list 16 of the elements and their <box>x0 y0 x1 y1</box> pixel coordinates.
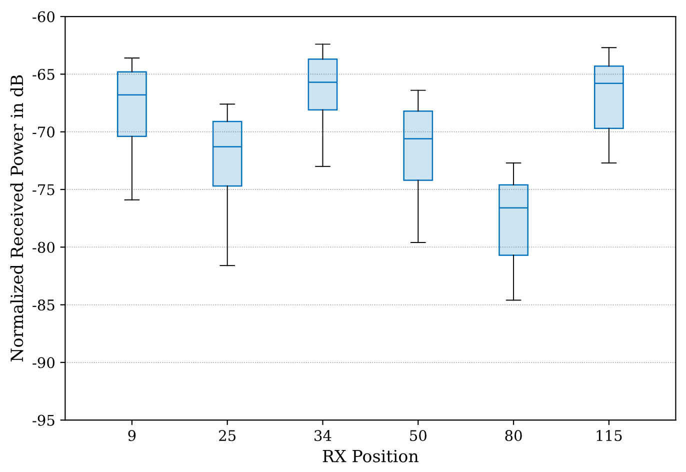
y-tick-label: -60 <box>32 11 54 22</box>
y-tick-label: -85 <box>32 299 54 311</box>
y-tick-label: -80 <box>32 242 54 253</box>
x-tick-label: 25 <box>219 430 236 442</box>
y-tick-label: -70 <box>32 126 54 138</box>
y-axis-title: Normalized Received Power in dB <box>10 75 24 362</box>
x-tick-label: 9 <box>128 430 136 442</box>
x-tick-label: 115 <box>596 430 622 442</box>
x-axis-title: RX Position <box>322 450 418 462</box>
y-tick-label: -90 <box>32 357 54 368</box>
y-tick-label: -95 <box>32 414 54 426</box>
x-tick-label: 80 <box>505 430 522 442</box>
y-tick-label: -65 <box>32 68 54 80</box>
y-tick-label: -75 <box>32 184 54 196</box>
x-tick-label: 34 <box>314 430 332 442</box>
x-tick-label: 50 <box>410 430 426 442</box>
